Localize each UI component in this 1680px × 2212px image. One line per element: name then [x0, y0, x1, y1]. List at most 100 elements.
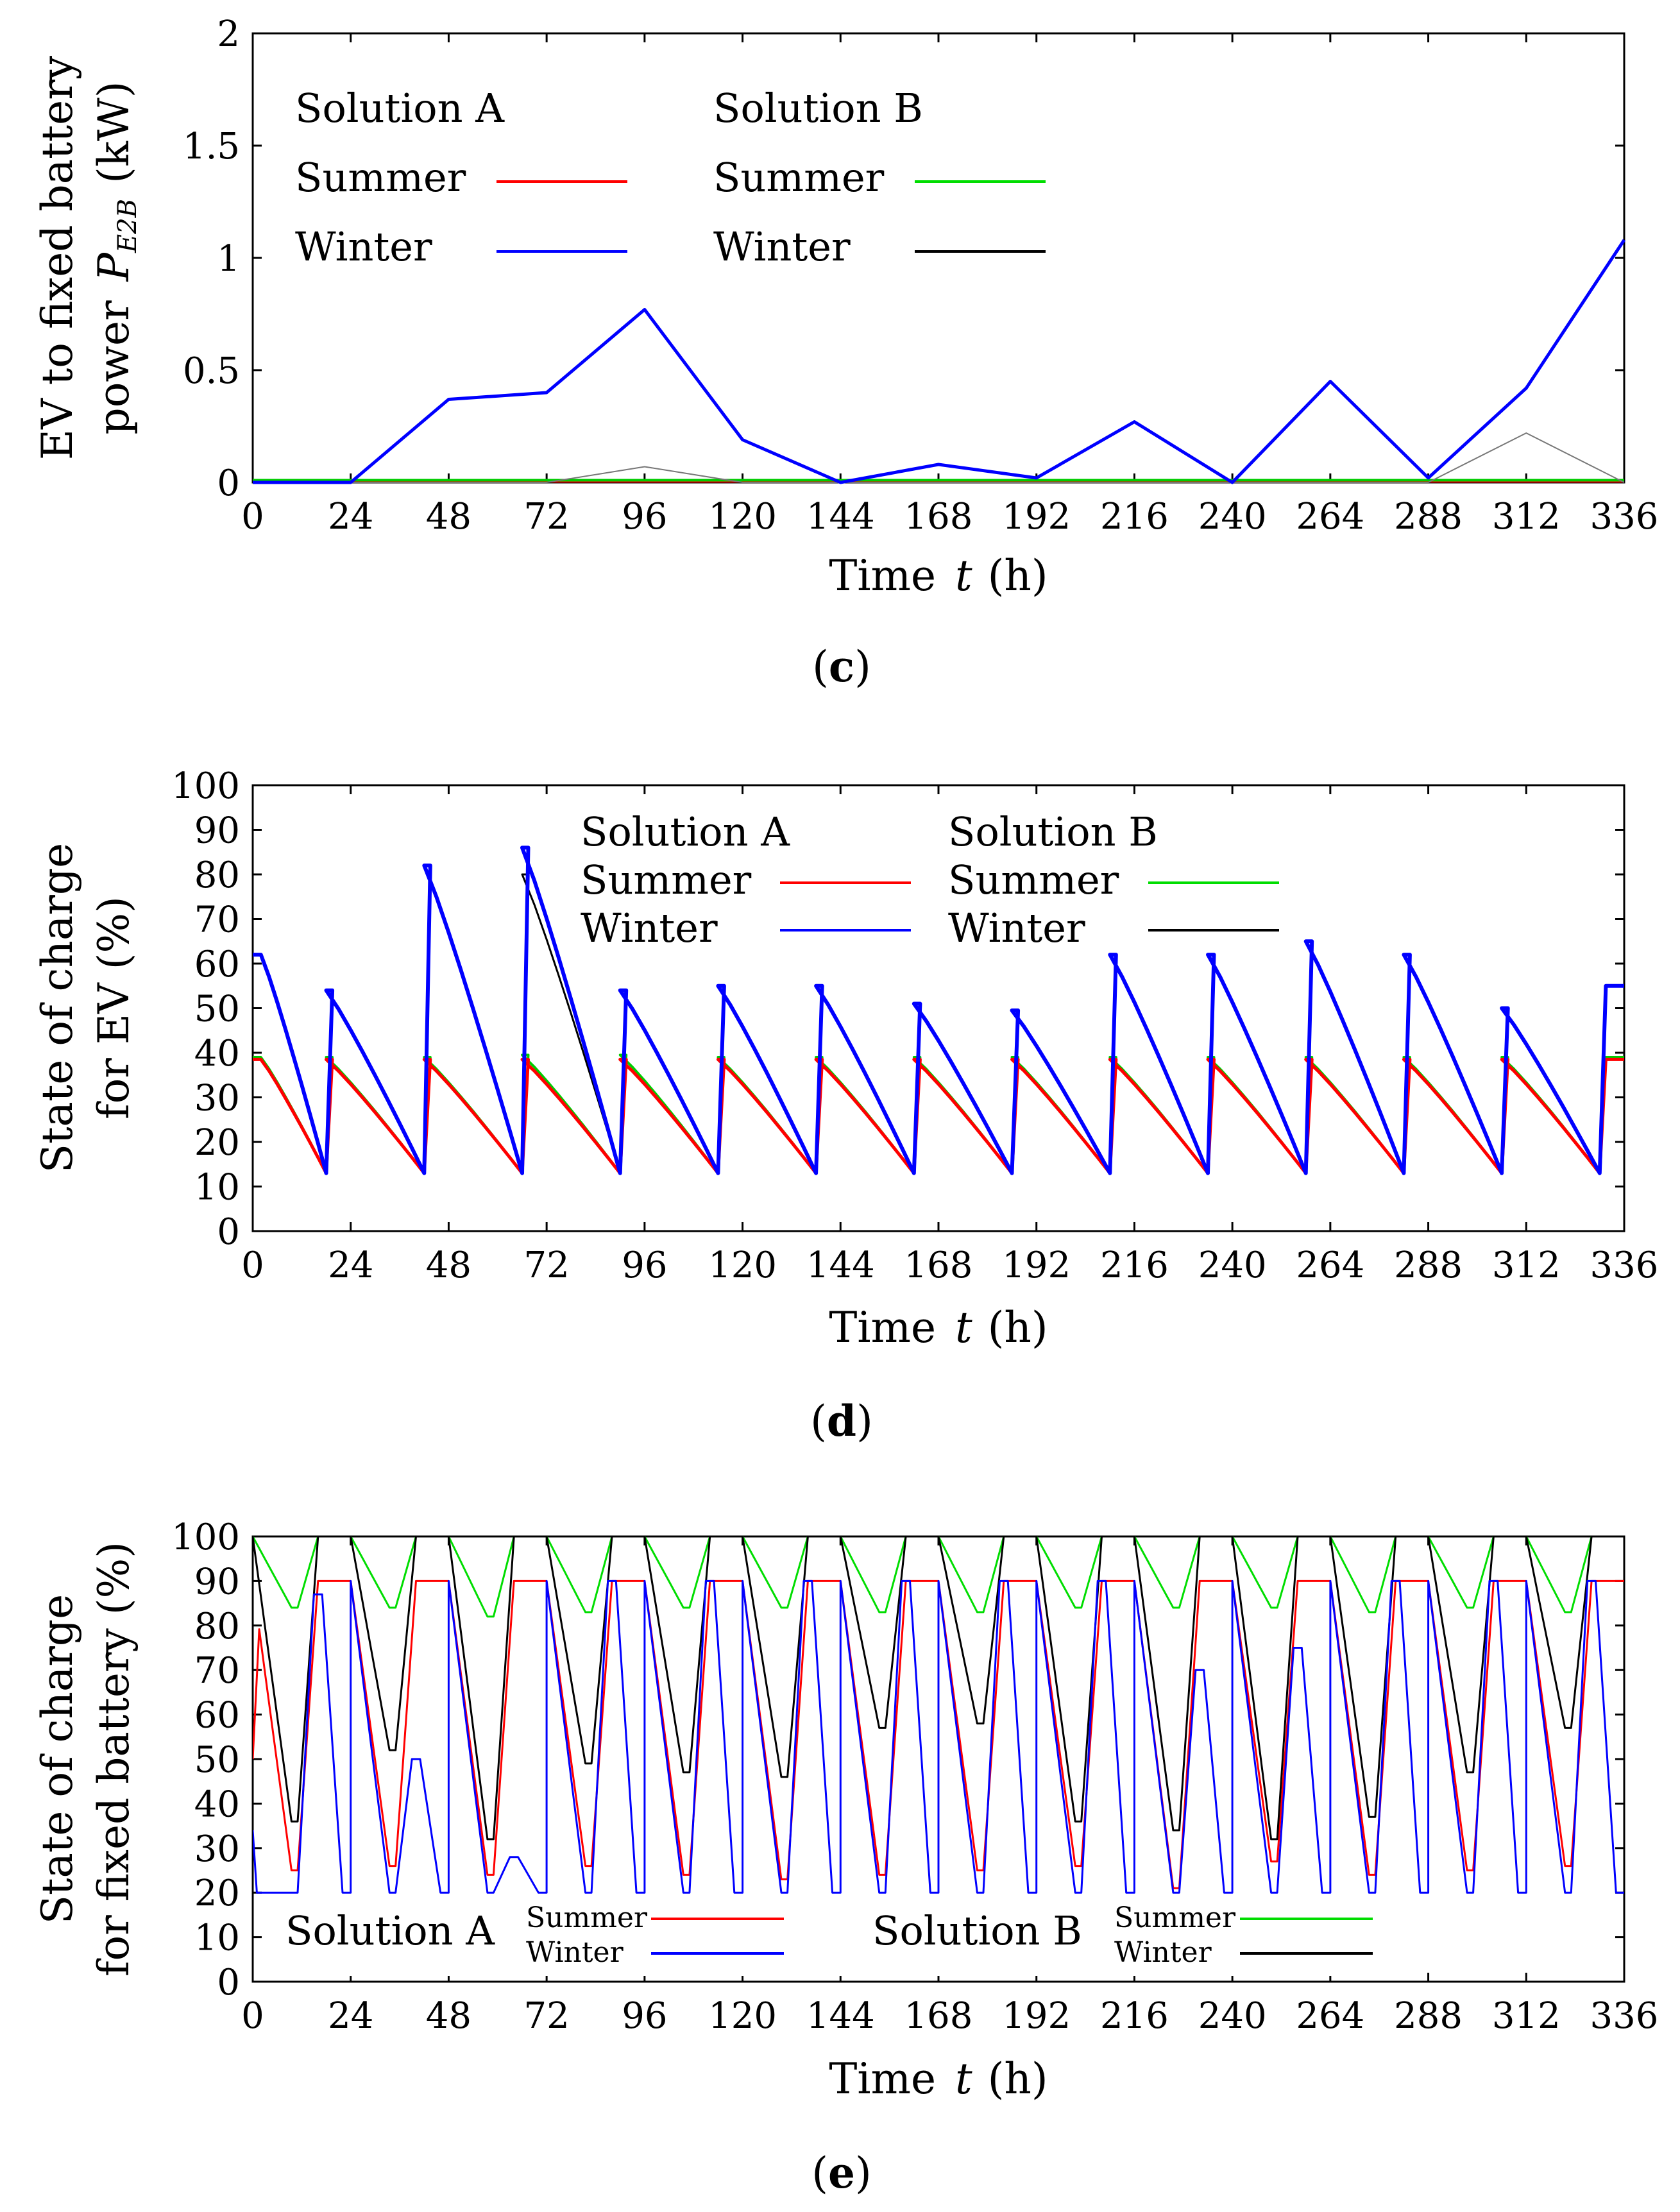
xtick-label: 336 [1590, 496, 1659, 538]
xtick-label: 144 [806, 496, 875, 538]
ylabel-e-line1: State of charge [33, 1594, 82, 1924]
xtick-label: 48 [426, 1245, 471, 1286]
legend-d-bg [574, 806, 1299, 947]
legend-c-group-a: Solution A [295, 85, 505, 132]
panel-label-e-close: ) [855, 2148, 872, 2198]
legend-d: Solution A Solution B Summer Summer Wint… [574, 806, 1299, 951]
xtick-label: 216 [1100, 496, 1169, 538]
xtick-label: 72 [524, 1245, 570, 1286]
ylabel-c-line1: EV to fixed battery [33, 55, 82, 460]
legend-e-summer-a: Summer [526, 1901, 648, 1934]
ytick-label: 80 [194, 855, 240, 896]
legend-e-winter-b: Winter [1114, 1936, 1212, 1969]
xtick-label: 336 [1590, 1245, 1659, 1286]
ytick-label: 100 [171, 765, 240, 807]
xtick-label: 144 [806, 1995, 875, 2037]
xtick-label: 72 [524, 1995, 570, 2037]
ytick-label: 0 [217, 1211, 240, 1253]
legend-d-winter-a: Winter [581, 905, 718, 951]
legend-c-group-b: Solution B [713, 85, 923, 132]
xlabel-d-var: t [955, 1303, 972, 1352]
xtick-label: 216 [1100, 1245, 1169, 1286]
xlabel-e: Time t (h) [829, 2054, 1048, 2104]
legend-e: Solution A Summer Winter Solution B Summ… [276, 1896, 1398, 1976]
series-c [253, 239, 1626, 484]
xtick-label: 192 [1002, 1245, 1071, 1286]
legend-c-winter-b: Winter [713, 223, 851, 270]
axis-ticks-c: 0 24 48 72 96 120 144 168 192 216 240 264 288 312 3360… [183, 13, 1659, 538]
ytick-label: 20 [194, 1122, 240, 1164]
xlabel-d: Time t (h) [829, 1303, 1048, 1352]
ytick-label: 80 [194, 1606, 240, 1647]
xtick-label: 168 [904, 1995, 973, 2037]
ytick-label: 70 [194, 899, 240, 941]
xtick-label: 216 [1100, 1995, 1169, 2037]
legend-e-winter-a: Winter [526, 1936, 624, 1969]
ytick-label: 60 [194, 944, 240, 985]
xtick-label: 168 [904, 496, 973, 538]
panel-label-e-open: ( [811, 2148, 828, 2198]
ytick-label: 50 [194, 1739, 240, 1781]
panel-d: 0 24 48 72 96 120 144 168 192 216 240 264 288 312 336 0… [33, 765, 1658, 1446]
axis-ticks-d: 0 24 48 72 96 120 144 168 192 216 240 264 288 312 336 0… [171, 765, 1658, 1286]
series-line-solution-b-winter [253, 1536, 1624, 1841]
xtick-label: 192 [1002, 496, 1071, 538]
xtick-label: 264 [1296, 496, 1364, 538]
ytick-label: 30 [194, 1078, 240, 1119]
xlabel-e-unit: (h) [988, 2054, 1048, 2104]
xtick-label: 72 [524, 496, 570, 538]
xlabel-c: Time t (h) [829, 551, 1048, 600]
ytick-label: 70 [194, 1650, 240, 1692]
panel-label-e-letter: e [828, 2148, 855, 2198]
xtick-label: 312 [1492, 1245, 1561, 1286]
panel-label-e: (e) [811, 2148, 872, 2198]
series-line-solution-a-summer [253, 1057, 1624, 1175]
series-line-solution-b-summer [253, 1536, 1624, 1618]
xtick-label: 240 [1198, 1245, 1267, 1286]
axis-ticks-e: 0 24 48 72 96 120 144 168 192 216 240 264 288 312 336 0… [171, 1517, 1658, 2037]
xlabel-c-unit: (h) [988, 551, 1048, 600]
ylabel-d-line1: State of charge [33, 843, 82, 1173]
panel-label-d-open: ( [810, 1397, 827, 1446]
ytick-label: 1 [217, 238, 240, 280]
ytick-label: 1.5 [183, 126, 240, 167]
ytick-label: 2 [217, 13, 240, 55]
xtick-label: 0 [241, 1995, 264, 2037]
panel-c: 0 24 48 72 96 120 144 168 192 216 240 264 288 312 3360… [33, 13, 1658, 692]
legend-e-summer-b: Summer [1114, 1901, 1236, 1934]
legend-c-summer-b: Summer [713, 154, 885, 201]
xtick-label: 168 [904, 1245, 973, 1286]
xlabel-d-unit: (h) [988, 1303, 1048, 1352]
xlabel-d-prefix: Time [829, 1303, 936, 1352]
panel-label-c-letter: c [829, 642, 854, 692]
panel-label-d-close: ) [856, 1397, 873, 1446]
xtick-label: 288 [1394, 1245, 1463, 1286]
xlabel-e-prefix: Time [829, 2054, 936, 2104]
legend-d-winter-b: Winter [948, 905, 1085, 951]
legend-e-bg [276, 1896, 1398, 1976]
xlabel-c-prefix: Time [829, 551, 936, 600]
legend-d-group-a: Solution A [581, 808, 790, 855]
xtick-label: 312 [1492, 1995, 1561, 2037]
legend-c-summer-a: Summer [295, 154, 466, 201]
ylabel-d-line2: for EV (%) [89, 896, 139, 1119]
legend-c: Solution A Solution B Summer Summer Wint… [295, 85, 1046, 270]
series-d [253, 846, 1624, 1175]
ylabel-c-line2: power PE2B (kW) [89, 81, 142, 435]
ylabel-e-line2: for fixed battery (%) [89, 1542, 139, 1977]
panel-label-d: (d) [810, 1396, 873, 1446]
ytick-label: 0.5 [183, 350, 240, 392]
xtick-label: 264 [1296, 1245, 1364, 1286]
xtick-label: 24 [328, 496, 373, 538]
series-line-solution-a-winter [253, 846, 1624, 1175]
legend-d-group-b: Solution B [948, 808, 1158, 855]
panel-e: 0 24 48 72 96 120 144 168 192 216 240 264 288 312 336 0… [33, 1517, 1658, 2198]
xtick-label: 336 [1590, 1995, 1659, 2037]
xtick-label: 192 [1002, 1995, 1071, 2037]
xlabel-e-var: t [955, 2054, 972, 2104]
xtick-label: 144 [806, 1245, 875, 1286]
xtick-label: 120 [708, 1995, 777, 2037]
ylabel-c-subscript: E2B [113, 199, 142, 253]
ytick-label: 50 [194, 989, 240, 1030]
xtick-label: 240 [1198, 1995, 1267, 2037]
